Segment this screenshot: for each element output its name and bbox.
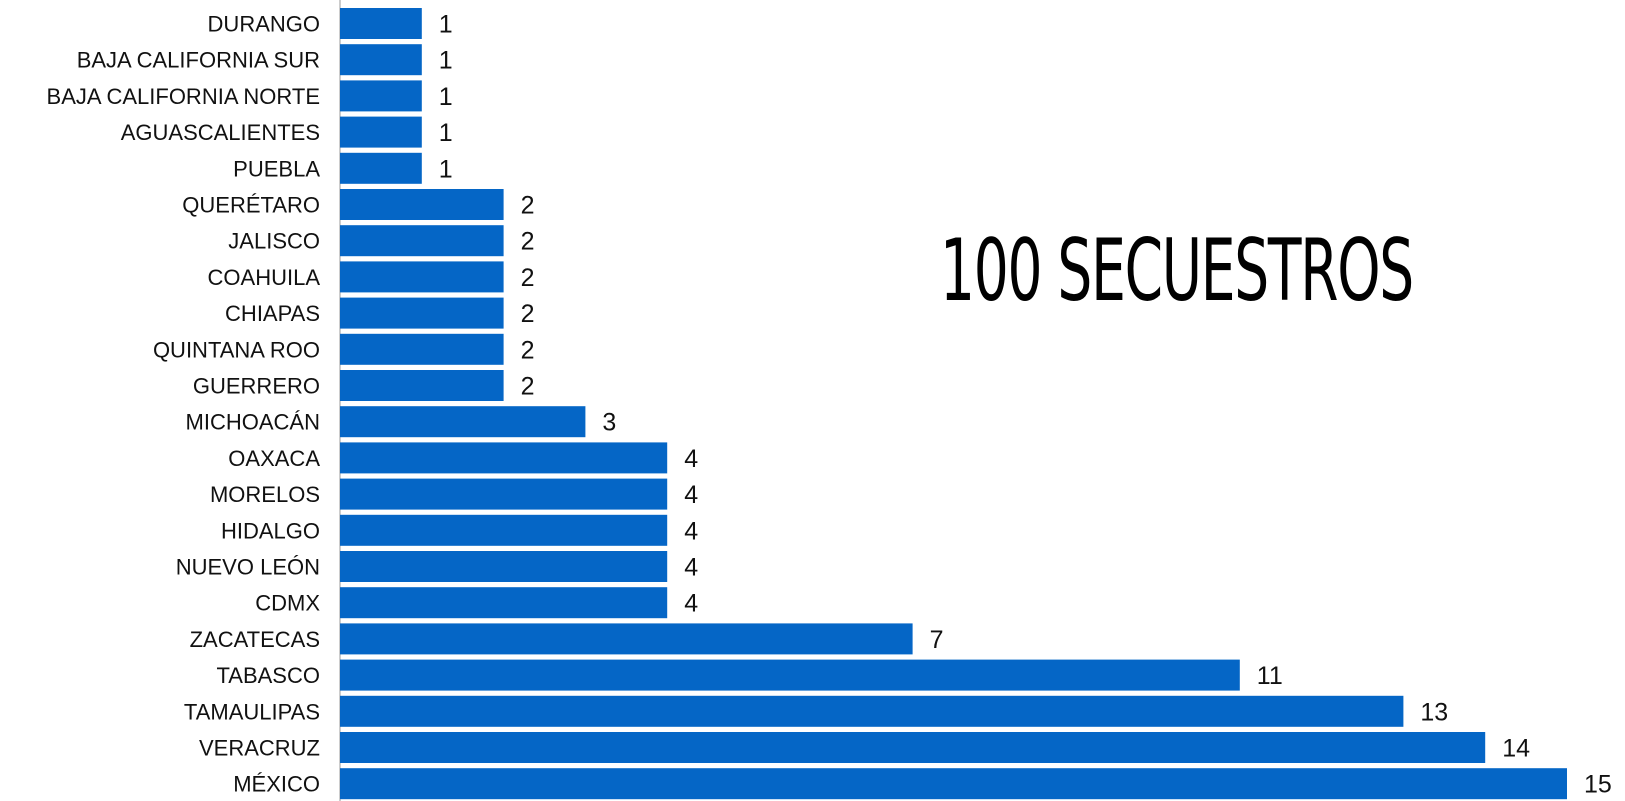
- category-label: TABASCO: [216, 663, 320, 688]
- bar: [340, 189, 504, 220]
- category-label: HIDALGO: [221, 518, 320, 543]
- category-label: ZACATECAS: [190, 627, 320, 652]
- bar-group: [340, 8, 1567, 800]
- category-label: VERACRUZ: [199, 736, 320, 761]
- bar: [340, 8, 422, 39]
- category-label: OAXACA: [228, 446, 320, 471]
- value-label: 7: [930, 626, 944, 654]
- value-label: 2: [521, 192, 535, 220]
- category-label: NUEVO LEÓN: [176, 555, 320, 580]
- bar: [340, 442, 668, 474]
- bar: [340, 695, 1404, 727]
- category-label: GUERRERO: [193, 374, 320, 399]
- bar: [340, 261, 504, 293]
- category-label: MORELOS: [210, 482, 320, 507]
- category-label: QUERÉTARO: [182, 193, 320, 218]
- bar: [340, 333, 504, 365]
- value-label: 11: [1257, 662, 1283, 690]
- value-label: 3: [602, 409, 616, 437]
- category-label: BAJA CALIFORNIA SUR: [77, 48, 320, 73]
- value-label: 1: [439, 83, 453, 111]
- value-label: 14: [1502, 735, 1530, 763]
- bar: [340, 297, 504, 329]
- value-label: 4: [684, 445, 698, 473]
- value-label: 1: [439, 11, 453, 39]
- bar: [340, 551, 668, 582]
- value-label: 2: [521, 300, 535, 328]
- value-label: 1: [439, 155, 453, 183]
- bar: [340, 623, 913, 655]
- value-label: 1: [439, 119, 453, 147]
- value-label: 2: [521, 228, 535, 256]
- bar: [340, 478, 668, 510]
- value-label: 2: [521, 336, 535, 364]
- value-label: 13: [1420, 698, 1448, 726]
- bar: [340, 768, 1567, 800]
- category-label: CHIAPAS: [225, 301, 320, 326]
- bar: [340, 587, 668, 619]
- category-label: MÉXICO: [233, 772, 320, 797]
- category-label: MICHOACÁN: [186, 410, 320, 435]
- category-label: TAMAULIPAS: [184, 699, 320, 724]
- bar: [340, 514, 668, 546]
- category-label: BAJA CALIFORNIA NORTE: [47, 84, 320, 109]
- value-label: 15: [1584, 771, 1612, 799]
- bar: [340, 370, 504, 401]
- value-label: 4: [684, 590, 698, 618]
- bar: [340, 659, 1240, 691]
- value-label: 2: [521, 264, 535, 292]
- category-label: QUINTANA ROO: [153, 337, 320, 362]
- category-label: AGUASCALIENTES: [121, 120, 320, 145]
- category-label-group: DURANGO BAJA CALIFORNIA SUR BAJA CALIFORNI…: [47, 12, 321, 797]
- category-label: DURANGO: [208, 12, 320, 37]
- chart-headline: 100 SECUESTROS: [940, 221, 1414, 321]
- value-label: 1: [439, 47, 453, 75]
- bar: [340, 80, 422, 112]
- value-label: 4: [684, 481, 698, 509]
- category-label: PUEBLA: [233, 156, 320, 181]
- category-label: COAHUILA: [208, 265, 321, 290]
- value-label: 4: [684, 517, 698, 545]
- category-label: JALISCO: [228, 229, 320, 254]
- bar: [340, 152, 422, 184]
- bar: [340, 406, 586, 438]
- bar: [340, 732, 1486, 763]
- value-label: 4: [684, 554, 698, 582]
- bar: [340, 225, 504, 257]
- value-label: 2: [521, 373, 535, 401]
- bar: [340, 44, 422, 76]
- category-label: CDMX: [255, 591, 320, 616]
- bar: [340, 116, 422, 148]
